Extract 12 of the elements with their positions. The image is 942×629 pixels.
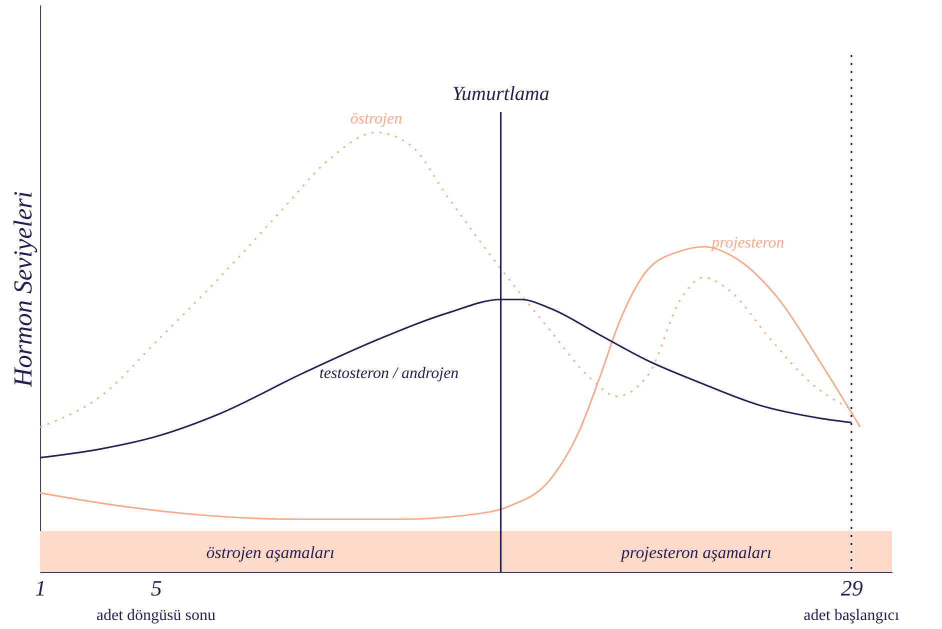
series-label: testosteron / androjen — [319, 365, 459, 382]
ref-line-label: Yumurtlama — [452, 83, 550, 105]
text: adet döngüsü sonu — [96, 607, 216, 624]
text: adet başlangıcı — [804, 607, 900, 624]
band-label: projesteron aşamaları — [620, 543, 772, 562]
y-axis-title: Hormon Seviyeleri — [8, 191, 38, 388]
x-tick-label: 29 — [840, 576, 863, 600]
series-label: östrojen — [350, 110, 402, 128]
band-label: östrojen aşamaları — [206, 543, 335, 562]
x-tick-label: 1 — [35, 576, 46, 600]
series-label: projesteron — [710, 234, 784, 252]
x-tick-label: 5 — [150, 576, 162, 600]
